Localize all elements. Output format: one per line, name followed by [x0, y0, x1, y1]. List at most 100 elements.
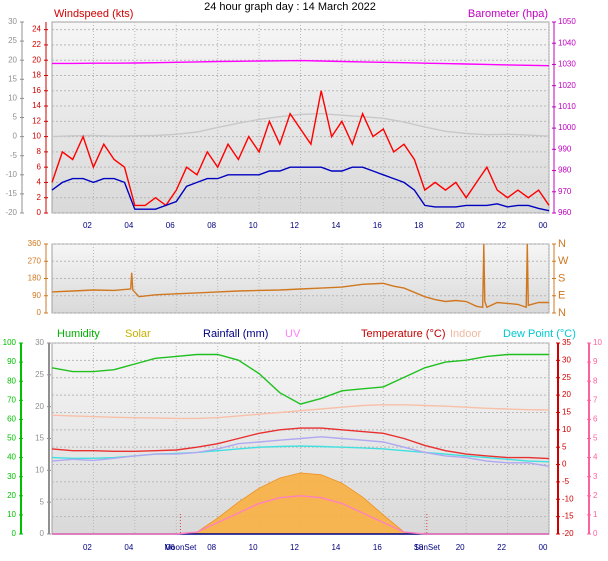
series-line: [51, 90, 550, 207]
y-tick-label: 2: [593, 491, 598, 500]
legend-label: UV: [285, 328, 301, 340]
y-tick-label: 20: [8, 55, 17, 64]
x-tick-label: 02: [83, 221, 92, 230]
x-tick-label: 06: [166, 543, 175, 552]
y-tick-label: 14: [32, 101, 41, 110]
y-tick-label: -20: [562, 529, 574, 538]
y-tick-label: N: [558, 307, 566, 319]
x-tick-label: 04: [124, 543, 133, 552]
x-tick-label: 18: [414, 543, 423, 552]
y-tick-label: 30: [35, 338, 44, 347]
y-tick-label: -5: [562, 477, 570, 486]
annotation-label: SunSet: [414, 543, 441, 552]
y-tick-label: 0: [12, 529, 17, 538]
y-tick-label: 25: [35, 370, 44, 379]
x-tick-label: 20: [456, 543, 465, 552]
y-tick-label: 35: [562, 338, 571, 347]
y-tick-label: S: [558, 272, 565, 284]
x-tick-label: 14: [331, 221, 340, 230]
y-tick-label: 4: [593, 453, 598, 462]
y-tick-label: 10: [593, 338, 602, 347]
legend-label: Dew Point (°C): [503, 328, 576, 340]
y-tick-label: 25: [8, 36, 17, 45]
y-tick-label: -15: [5, 189, 17, 198]
x-tick-label: 18: [414, 221, 423, 230]
y-tick-label: 15: [8, 74, 17, 83]
y-tick-label: 5: [13, 113, 18, 122]
y-tick-label: 10: [35, 465, 44, 474]
y-tick-label: W: [558, 255, 569, 267]
x-tick-label: 00: [539, 543, 548, 552]
y-tick-label: 30: [8, 17, 17, 26]
x-tick-label: 06: [166, 221, 175, 230]
y2-axis-title: Barometer (hpa): [468, 8, 548, 20]
y-tick-label: 0: [40, 529, 45, 538]
y-tick-label: 180: [28, 274, 42, 283]
x-tick-label: 04: [124, 221, 133, 230]
y-tick-label: 1: [593, 510, 598, 519]
y-tick-label: 20: [7, 491, 16, 500]
series-line: [51, 112, 550, 138]
series-line: [51, 404, 550, 420]
y-tick-label: 20: [32, 55, 41, 64]
y-tick-label: 25: [562, 373, 571, 382]
y-tick-label: 80: [7, 376, 16, 385]
series-line: [51, 436, 550, 467]
y-tick-label: 0: [593, 529, 598, 538]
y-axis-title: Windspeed (kts): [54, 8, 133, 20]
y-tick-label: 9: [593, 357, 598, 366]
x-tick-label: 16: [373, 543, 382, 552]
legend-label: Temperature (°C): [361, 328, 445, 340]
series-line: [51, 243, 549, 309]
y-tick-label: 50: [7, 434, 16, 443]
y-tick-label: N: [558, 238, 566, 250]
y-tick-label: 980: [558, 166, 572, 175]
y-tick-label: 60: [7, 415, 16, 424]
y-tick-label: 10: [32, 132, 41, 141]
y-tick-label: 1030: [558, 60, 576, 69]
y-tick-label: 5: [562, 442, 567, 451]
y-tick-label: 1020: [558, 81, 576, 90]
y-tick-label: 24: [32, 25, 41, 34]
y-tick-label: 8: [37, 147, 42, 156]
y-tick-label: 10: [562, 425, 571, 434]
y-tick-label: 360: [28, 239, 42, 248]
y-tick-label: 8: [593, 376, 598, 385]
y-tick-label: 20: [35, 402, 44, 411]
annotation-label: MoonSet: [164, 543, 197, 552]
y-tick-label: 70: [7, 395, 16, 404]
y-tick-label: -20: [5, 208, 17, 217]
y-tick-label: 15: [562, 408, 571, 417]
y-tick-label: 1000: [558, 123, 576, 132]
y-tick-label: 270: [28, 256, 42, 265]
x-tick-label: 00: [539, 221, 548, 230]
y-tick-label: 2: [37, 193, 42, 202]
series-line: [52, 59, 550, 67]
legend-label: Indoor: [450, 328, 482, 340]
y-tick-label: 1050: [558, 17, 576, 26]
x-tick-label: 20: [456, 221, 465, 230]
y-tick-label: 1010: [558, 102, 576, 111]
y-tick-label: 30: [7, 472, 16, 481]
legend-label: Rainfall (mm): [203, 328, 268, 340]
y-tick-label: -10: [562, 494, 574, 503]
y-tick-label: 20: [562, 390, 571, 399]
y-tick-label: 10: [8, 94, 17, 103]
x-tick-label: 12: [290, 221, 299, 230]
y-tick-label: 30: [562, 355, 571, 364]
y-tick-label: 0: [562, 460, 567, 469]
y-tick-label: 90: [32, 291, 41, 300]
x-tick-label: 08: [207, 221, 216, 230]
y-tick-label: 0: [37, 208, 42, 217]
y-tick-label: 22: [32, 40, 41, 49]
y-tick-label: 40: [7, 453, 16, 462]
series-line: [51, 166, 550, 212]
y-tick-label: 990: [558, 144, 572, 153]
page-title: 24 hour graph day : 14 March 2022: [204, 1, 376, 13]
y-tick-label: 16: [32, 86, 41, 95]
x-tick-label: 14: [331, 543, 340, 552]
y-tick-label: 5: [593, 434, 598, 443]
y-tick-label: 4: [37, 178, 42, 187]
series-line: [52, 495, 549, 535]
series-line: [51, 427, 550, 460]
